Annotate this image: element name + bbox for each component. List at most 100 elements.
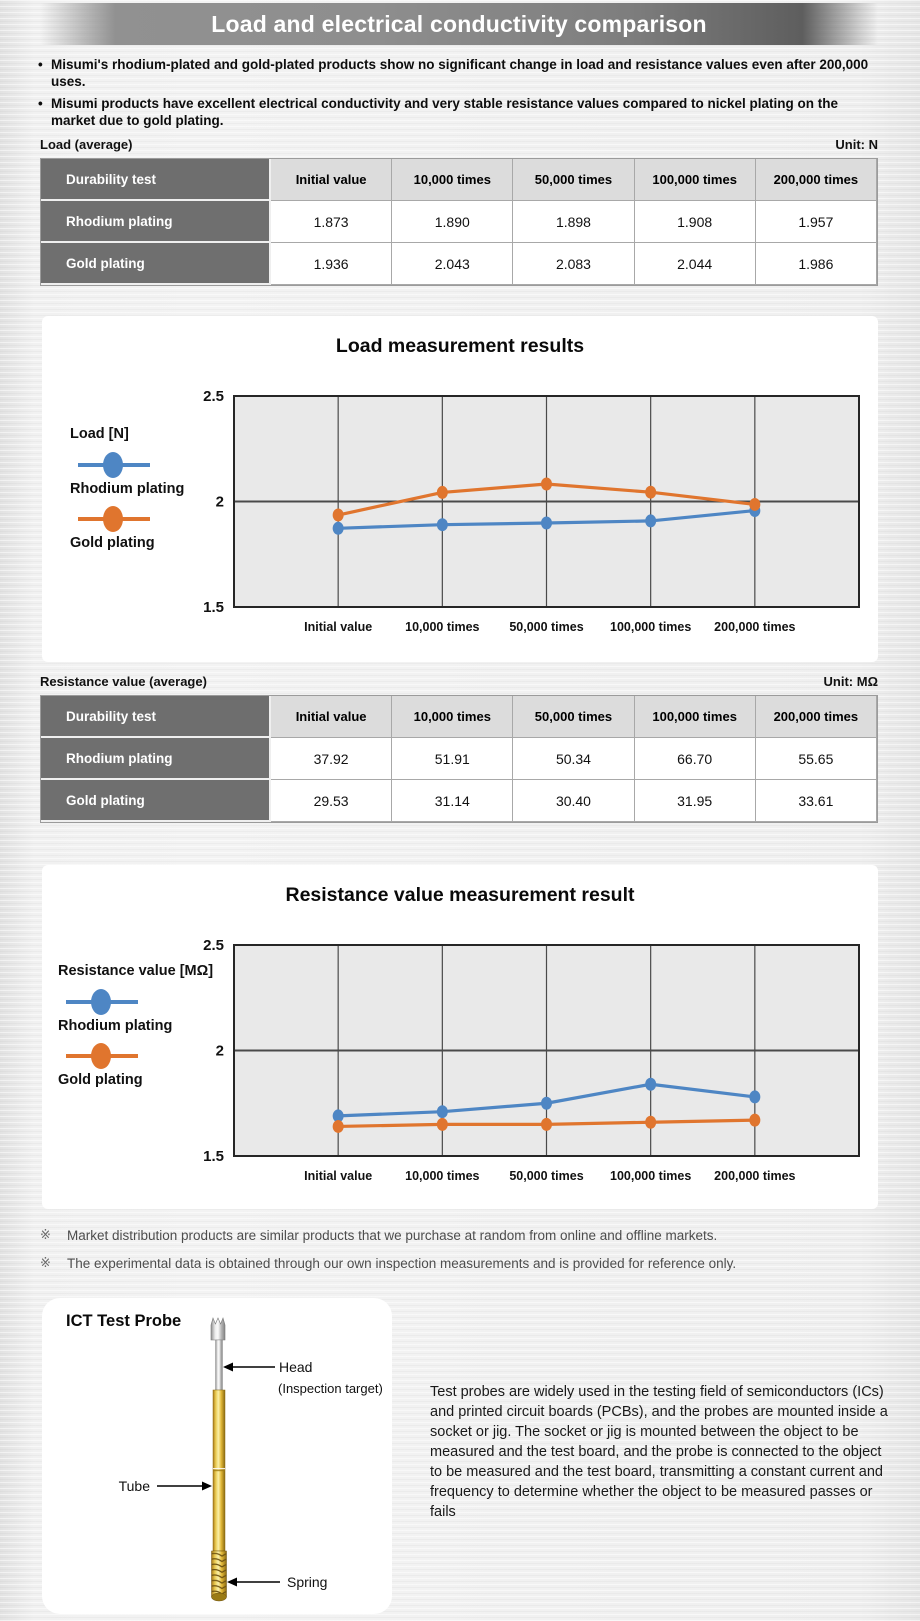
data-point-gold-plating: [541, 477, 552, 491]
table-value-cell: 1.957: [755, 201, 877, 243]
x-category-label: 100,000 times: [610, 620, 691, 634]
table-header-row: Durability test Initial value 10,000 times…: [41, 696, 877, 738]
table-column-header: 200,000 times: [755, 696, 877, 738]
data-point-gold-plating: [332, 508, 344, 522]
bullet-text: Misumi products have excellent electrica…: [51, 96, 839, 128]
data-point-rhodium-plating: [436, 518, 448, 532]
head-arrowhead-icon: [223, 1362, 233, 1372]
table-column-header: Initial value: [271, 159, 393, 201]
data-point-gold-plating: [749, 497, 761, 511]
load-section-head: Load (average) Unit: N: [40, 137, 878, 152]
load-chart-card: Load measurement results Load [N] Rhodiu…: [42, 316, 878, 662]
probe-head-shaft: [215, 1339, 223, 1391]
resistance-table: Durability test Initial value 10,000 times…: [40, 695, 878, 823]
footnote-text: Market distribution products are similar…: [67, 1228, 718, 1243]
table-value-cell: 31.95: [634, 780, 756, 822]
footnote-text: The experimental data is obtained throug…: [67, 1256, 737, 1271]
resistance-chart-legend: Resistance value [MΩ] Rhodium plating Go…: [58, 963, 213, 1097]
probe-section: ICT Test Probe: [42, 1298, 920, 1614]
table-row-header: Gold plating: [41, 780, 271, 822]
head-sublabel: (Inspection target): [278, 1381, 383, 1396]
data-point-rhodium-plating: [645, 1077, 657, 1091]
rhodium-series-label: Rhodium plating: [70, 481, 185, 497]
data-point-gold-plating: [541, 1117, 552, 1131]
table-column-header: 10,000 times: [392, 159, 514, 201]
table-row: Rhodium plating 37.92 51.91 50.34 66.70 55.65: [41, 738, 877, 780]
resistance-chart: 2.5 2 1.5 Initial value 10,000 times 50,000 t…: [203, 937, 860, 1183]
table-row-header: Gold plating: [41, 243, 271, 285]
data-point-rhodium-plating: [541, 516, 552, 530]
data-point-rhodium-plating: [749, 1090, 761, 1104]
data-point-rhodium-plating: [332, 1109, 344, 1123]
data-point-gold-plating: [749, 1113, 761, 1127]
load-section-label: Load (average): [40, 137, 133, 152]
x-category-label: 50,000 times: [509, 620, 583, 634]
footnote-item: ※ The experimental data is obtained thro…: [40, 1255, 878, 1272]
table-column-header: 100,000 times: [634, 159, 756, 201]
resistance-chart-card: Resistance value measurement result Resi…: [42, 865, 878, 1209]
table-value-cell: 29.53: [271, 780, 393, 822]
gold-series-label: Gold plating: [70, 535, 155, 551]
data-point-gold-plating: [436, 1117, 448, 1131]
footnotes: ※ Market distribution products are simil…: [40, 1227, 878, 1272]
rhodium-series-marker-icon: [78, 452, 150, 478]
table-column-header: 50,000 times: [513, 159, 635, 201]
table-value-cell: 2.044: [634, 243, 756, 285]
table-column-header: Initial value: [271, 696, 393, 738]
resistance-unit-label: Unit: MΩ: [823, 674, 878, 689]
probe-spring-tip: [211, 1592, 227, 1602]
bullet-item: • Misumi products have excellent electri…: [38, 95, 882, 129]
y-tick-label: 2.5: [203, 937, 224, 954]
y-tick-label: 2: [216, 494, 224, 511]
spring-arrowhead-icon: [227, 1577, 237, 1587]
y-tick-label: 2.5: [203, 388, 224, 405]
resistance-section-label: Resistance value (average): [40, 674, 207, 689]
table-row-header: Rhodium plating: [41, 201, 271, 243]
table-column-header: 50,000 times: [513, 696, 635, 738]
bullet-list: • Misumi's rhodium-plated and gold-plate…: [38, 56, 882, 129]
table-value-cell: 1.936: [271, 243, 393, 285]
probe-card: ICT Test Probe: [42, 1298, 392, 1614]
table-value-cell: 1.986: [755, 243, 877, 285]
table-row: Rhodium plating 1.873 1.890 1.898 1.908 1.957: [41, 201, 877, 243]
table-value-cell: 1.890: [392, 201, 514, 243]
x-category-label: 200,000 times: [714, 1169, 795, 1183]
gold-series-marker-icon: [78, 506, 150, 532]
y-tick-label: 2: [216, 1043, 224, 1060]
data-point-rhodium-plating: [645, 514, 657, 528]
table-row: Gold plating 1.936 2.043 2.083 2.044 1.986: [41, 243, 877, 285]
gold-series-label: Gold plating: [58, 1072, 143, 1088]
y-tick-label: 1.5: [203, 1148, 224, 1165]
table-corner-header: Durability test: [41, 159, 271, 201]
x-category-label: 100,000 times: [610, 1169, 691, 1183]
table-value-cell: 50.34: [513, 738, 635, 780]
head-label: Head: [279, 1359, 312, 1375]
resistance-axis-label: Resistance value [MΩ]: [58, 963, 214, 979]
probe-description: Test probes are widely used in the testi…: [430, 1384, 888, 1520]
page-title: Load and electrical conductivity compari…: [211, 10, 707, 37]
resistance-chart-title: Resistance value measurement result: [285, 884, 635, 906]
rhodium-series-label: Rhodium plating: [58, 1018, 173, 1034]
table-value-cell: 2.043: [392, 243, 514, 285]
table-column-header: 100,000 times: [634, 696, 756, 738]
table-value-cell: 37.92: [271, 738, 393, 780]
data-point-rhodium-plating: [436, 1105, 448, 1119]
data-point-rhodium-plating: [541, 1096, 552, 1110]
reference-mark-icon: ※: [40, 1228, 51, 1243]
bullet-icon: •: [38, 96, 43, 111]
table-header-row: Durability test Initial value 10,000 times…: [41, 159, 877, 201]
table-row: Gold plating 29.53 31.14 30.40 31.95 33.61: [41, 780, 877, 822]
x-category-label: 10,000 times: [405, 620, 479, 634]
x-category-label: 10,000 times: [405, 1169, 479, 1183]
reference-mark-icon: ※: [40, 1256, 51, 1271]
data-point-gold-plating: [645, 1115, 657, 1129]
load-table: Durability test Initial value 10,000 times…: [40, 158, 878, 286]
table-row-header: Rhodium plating: [41, 738, 271, 780]
probe-head-crown: [210, 1317, 226, 1341]
table-value-cell: 55.65: [755, 738, 877, 780]
probe-tube-joint: [213, 1468, 225, 1470]
load-chart-legend: Load [N] Rhodium plating Gold plating: [70, 426, 184, 560]
load-chart-title: Load measurement results: [335, 335, 585, 357]
rhodium-series-marker-icon: [66, 989, 138, 1015]
